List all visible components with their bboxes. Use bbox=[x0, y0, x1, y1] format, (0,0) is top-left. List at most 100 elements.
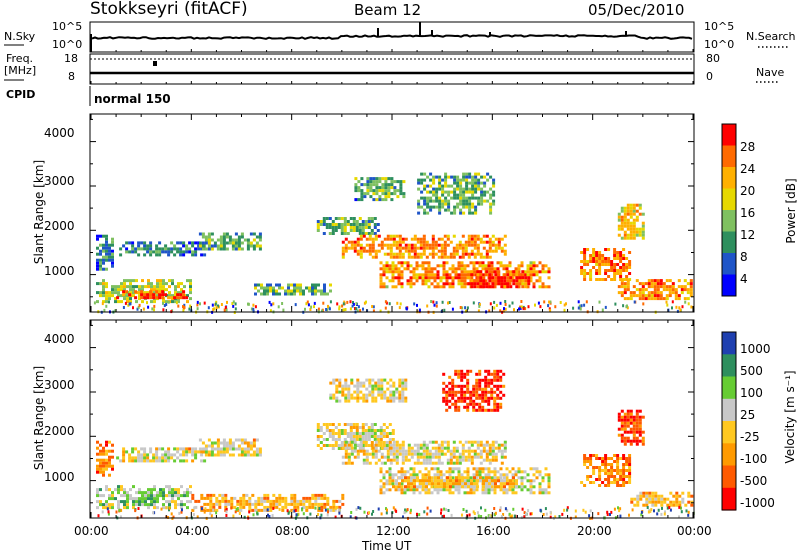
heatmap-cell bbox=[321, 309, 323, 313]
heatmap-cell bbox=[508, 282, 512, 286]
heatmap-cell bbox=[473, 246, 477, 250]
heatmap-cell bbox=[404, 378, 408, 382]
heatmap-cell bbox=[201, 441, 205, 445]
heatmap-cell bbox=[409, 279, 413, 283]
heatmap-cell bbox=[352, 423, 356, 426]
heatmap-cell bbox=[442, 387, 446, 391]
heatmap-cell bbox=[237, 447, 241, 451]
heatmap-cell bbox=[102, 300, 105, 304]
heatmap-cell bbox=[275, 499, 279, 503]
heatmap-cell bbox=[419, 452, 423, 456]
heatmap-cell bbox=[454, 399, 458, 403]
x-tick-label: 04:00 bbox=[175, 524, 210, 538]
heatmap-cell bbox=[463, 399, 467, 403]
heatmap-cell bbox=[522, 307, 525, 311]
heatmap-cell bbox=[601, 457, 605, 460]
heatmap-cell bbox=[417, 211, 421, 215]
heatmap-cell bbox=[491, 449, 495, 453]
heatmap-cell bbox=[484, 375, 488, 379]
heatmap-cell bbox=[626, 306, 629, 310]
heatmap-cell bbox=[574, 515, 577, 519]
heatmap-cell bbox=[371, 237, 375, 241]
heatmap-cell bbox=[350, 511, 353, 514]
heatmap-cell bbox=[382, 441, 386, 444]
heatmap-cell bbox=[447, 190, 451, 194]
heatmap-cell bbox=[140, 290, 144, 294]
heatmap-cell bbox=[409, 479, 413, 483]
heatmap-cell bbox=[426, 211, 430, 215]
heatmap-cell bbox=[389, 452, 393, 456]
heatmap-cell bbox=[350, 393, 354, 397]
heatmap-cell bbox=[341, 461, 345, 465]
heatmap-cell bbox=[653, 509, 655, 513]
heatmap-cell bbox=[200, 253, 204, 257]
heatmap-cell bbox=[617, 291, 621, 295]
heatmap-cell bbox=[275, 505, 279, 509]
heatmap-cell bbox=[341, 246, 345, 250]
heatmap-cell bbox=[138, 303, 141, 307]
heatmap-cell bbox=[161, 447, 165, 451]
heatmap-cell bbox=[623, 288, 627, 292]
heatmap-cell bbox=[355, 302, 358, 306]
heatmap-cell bbox=[331, 429, 335, 432]
heatmap-cell bbox=[162, 301, 164, 305]
heatmap-cell bbox=[502, 393, 506, 397]
heatmap-cell bbox=[469, 488, 473, 492]
heatmap-cell bbox=[491, 479, 494, 483]
heatmap-cell bbox=[359, 449, 363, 453]
heatmap-cell bbox=[502, 372, 506, 376]
heatmap-cell bbox=[485, 443, 489, 447]
heatmap-cell bbox=[436, 467, 440, 471]
heatmap-cell bbox=[331, 220, 335, 223]
heatmap-cell bbox=[449, 476, 452, 480]
heatmap-cell bbox=[494, 243, 498, 247]
heatmap-cell bbox=[337, 508, 340, 512]
heatmap-cell bbox=[374, 237, 378, 241]
heatmap-cell bbox=[332, 381, 336, 385]
heatmap-cell bbox=[451, 276, 455, 280]
heatmap-cell bbox=[620, 421, 624, 425]
heatmap-cell bbox=[610, 266, 614, 269]
heatmap-cell bbox=[529, 479, 533, 483]
heatmap-cell bbox=[489, 205, 493, 209]
heatmap-cell bbox=[482, 479, 485, 483]
heatmap-cell bbox=[142, 307, 145, 311]
heatmap-cell bbox=[517, 467, 521, 471]
heatmap-cell bbox=[164, 293, 168, 297]
heatmap-cell bbox=[338, 505, 342, 509]
heatmap-cell bbox=[380, 390, 384, 394]
heatmap-cell bbox=[490, 482, 494, 486]
heatmap-cell bbox=[470, 282, 474, 286]
heatmap-cell bbox=[669, 491, 673, 495]
heatmap-cell bbox=[252, 238, 256, 242]
heatmap-cell bbox=[511, 301, 514, 305]
heatmap-cell bbox=[535, 264, 539, 268]
heatmap-cell bbox=[410, 482, 413, 486]
heatmap-cell bbox=[164, 453, 168, 457]
heatmap-cell bbox=[347, 455, 351, 459]
heatmap-cell bbox=[340, 223, 344, 226]
heatmap-cell bbox=[672, 503, 676, 507]
heatmap-cell bbox=[448, 273, 452, 277]
heatmap-cell bbox=[632, 209, 636, 213]
heatmap-cell bbox=[397, 261, 401, 265]
heatmap-cell bbox=[490, 378, 494, 382]
heatmap-cell bbox=[467, 446, 471, 450]
heatmap-cell bbox=[452, 482, 455, 486]
heatmap-cell bbox=[370, 435, 374, 438]
heatmap-cell bbox=[466, 405, 470, 409]
heatmap-cell bbox=[484, 267, 488, 271]
heatmap-cell bbox=[628, 472, 632, 475]
heatmap-cell bbox=[456, 205, 460, 209]
heatmap-cell bbox=[592, 260, 596, 263]
heatmap-cell bbox=[416, 303, 418, 307]
heatmap-cell bbox=[476, 234, 480, 238]
heatmap-cell bbox=[105, 440, 108, 444]
heatmap-cell bbox=[352, 229, 356, 232]
heatmap-cell bbox=[367, 444, 371, 447]
heatmap-cell bbox=[329, 289, 332, 293]
heatmap-cell bbox=[433, 276, 437, 280]
heatmap-cell bbox=[96, 494, 99, 498]
heatmap-cell bbox=[517, 264, 521, 268]
heatmap-cell bbox=[149, 247, 153, 251]
